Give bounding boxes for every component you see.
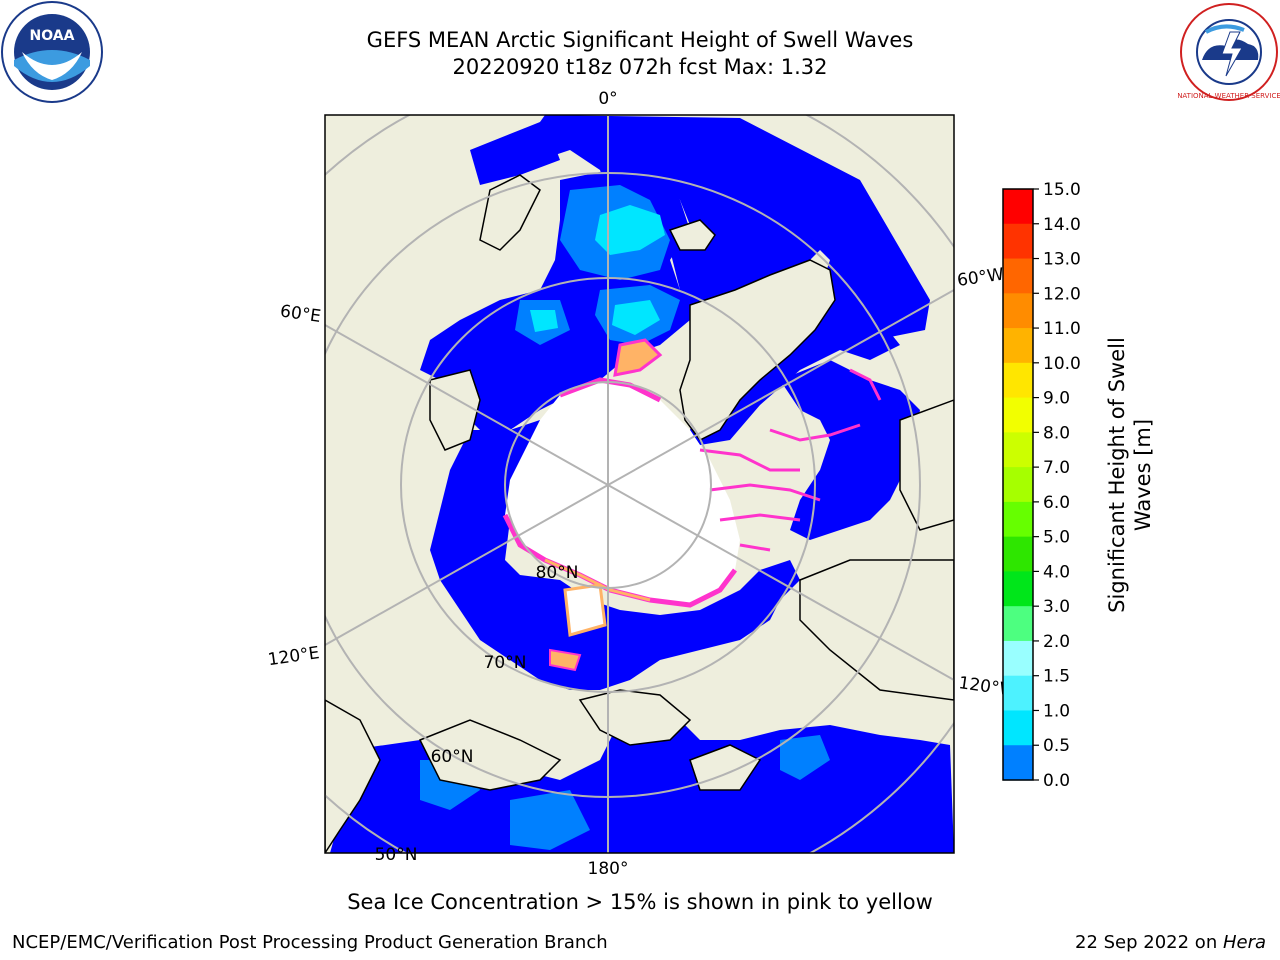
footer-branch: NCEP/EMC/Verification Post Processing Pr… [12,932,608,953]
colorbar-tick-label: 0.0 [1043,771,1070,791]
colorbar-tick-label: 3.0 [1043,597,1070,617]
colorbar-segment [1003,328,1033,364]
colorbar-frame [1002,188,1034,781]
canada-east [899,399,954,531]
colorbar-tick-label: 0.5 [1043,736,1070,756]
colorbar-tick-label: 14.0 [1043,215,1081,235]
west-coast-land [325,699,381,853]
colorbar: 15.0 14.0 13.0 12.0 11.0 10.0 9.0 8.0 7.0 6.0 5.0 4… [1002,180,1081,791]
colorbar-tick-label: 7.0 [1043,458,1070,478]
colorbar-segment [1003,467,1033,503]
lat-label-80: 80°N [536,563,579,583]
footer-date: 22 Sep 2022 on Hera [1075,932,1266,953]
colorbar-segment [1003,536,1033,573]
colorbar-segment [1003,675,1033,712]
footer-date-text: 22 Sep 2022 on [1075,932,1223,953]
greenland [679,259,836,441]
colorbar-title: Significant Height of Swell Waves [m] [1105,337,1155,613]
colorbar-tick-label: 1.0 [1043,701,1070,721]
colorbar-tick-label: 1.5 [1043,667,1070,687]
colorbar-segment [1003,571,1033,607]
lon-label-top: 0° [598,89,617,109]
colorbar-segment [1003,362,1033,399]
meridians [325,115,954,853]
map-title: GEFS MEAN Arctic Significant Height of S… [366,28,914,52]
colorbar-tick-label: 15.0 [1043,180,1081,200]
swell-patches-cyan [530,205,665,335]
lat-label-50: 50°N [375,845,418,865]
nws-logo-text: NATIONAL WEATHER SERVICE [1178,92,1280,100]
footer-host: Hera [1222,932,1266,953]
colorbar-segment [1003,745,1033,781]
colorbar-segment [1003,293,1033,329]
sea-ice-note: Sea Ice Concentration > 15% is shown in … [347,890,933,914]
colorbar-tick-label: 6.0 [1043,493,1070,513]
alaska-region [418,719,562,791]
colorbar-tick-label: 10.0 [1043,354,1081,374]
lon-label-lower-left: 120°E [267,643,321,670]
colorbar-segment [1003,606,1033,642]
canada-south [799,559,954,701]
colorbar-segment [1003,397,1033,433]
archipelago-ice [699,368,882,552]
colorbar-tick-label: 8.0 [1043,423,1070,443]
bering-land-east [689,744,762,791]
colorbar-segment [1003,501,1033,538]
colorbar-segment [1003,258,1033,294]
map-subtitle: 20220920 t18z 072h fcst Max: 1.32 [452,55,828,79]
colorbar-tick-label: 9.0 [1043,389,1070,409]
noaa-logo: NOAA [1,1,103,103]
lat-label-70: 70°N [484,653,527,673]
colorbar-segment [1003,432,1033,468]
colorbar-tick-label: 12.0 [1043,284,1081,304]
colorbar-tick-label: 2.0 [1043,632,1070,652]
colorbar-segment [1003,223,1033,260]
colorbar-tick-label: 4.0 [1043,562,1070,582]
lon-label-upper-right: 60°W [956,265,1005,291]
map-frame [324,114,955,854]
lat-label-60: 60°N [431,747,474,767]
noaa-logo-text: NOAA [30,28,75,44]
colorbar-segment [1003,640,1033,677]
novaya-zemlya [429,369,481,451]
colorbar-tick-label: 13.0 [1043,250,1081,270]
colorbar-segment [1003,710,1033,746]
nws-logo: NATIONAL WEATHER SERVICE [1178,3,1280,101]
colorbar-segment [1003,189,1033,225]
svalbard [668,219,716,251]
lon-label-upper-left: 60°E [279,301,322,326]
map-area [325,115,954,853]
colorbar-tick-label: 11.0 [1043,319,1081,339]
colorbar-tick-label: 5.0 [1043,528,1070,548]
lon-label-bottom: 180° [588,859,629,879]
